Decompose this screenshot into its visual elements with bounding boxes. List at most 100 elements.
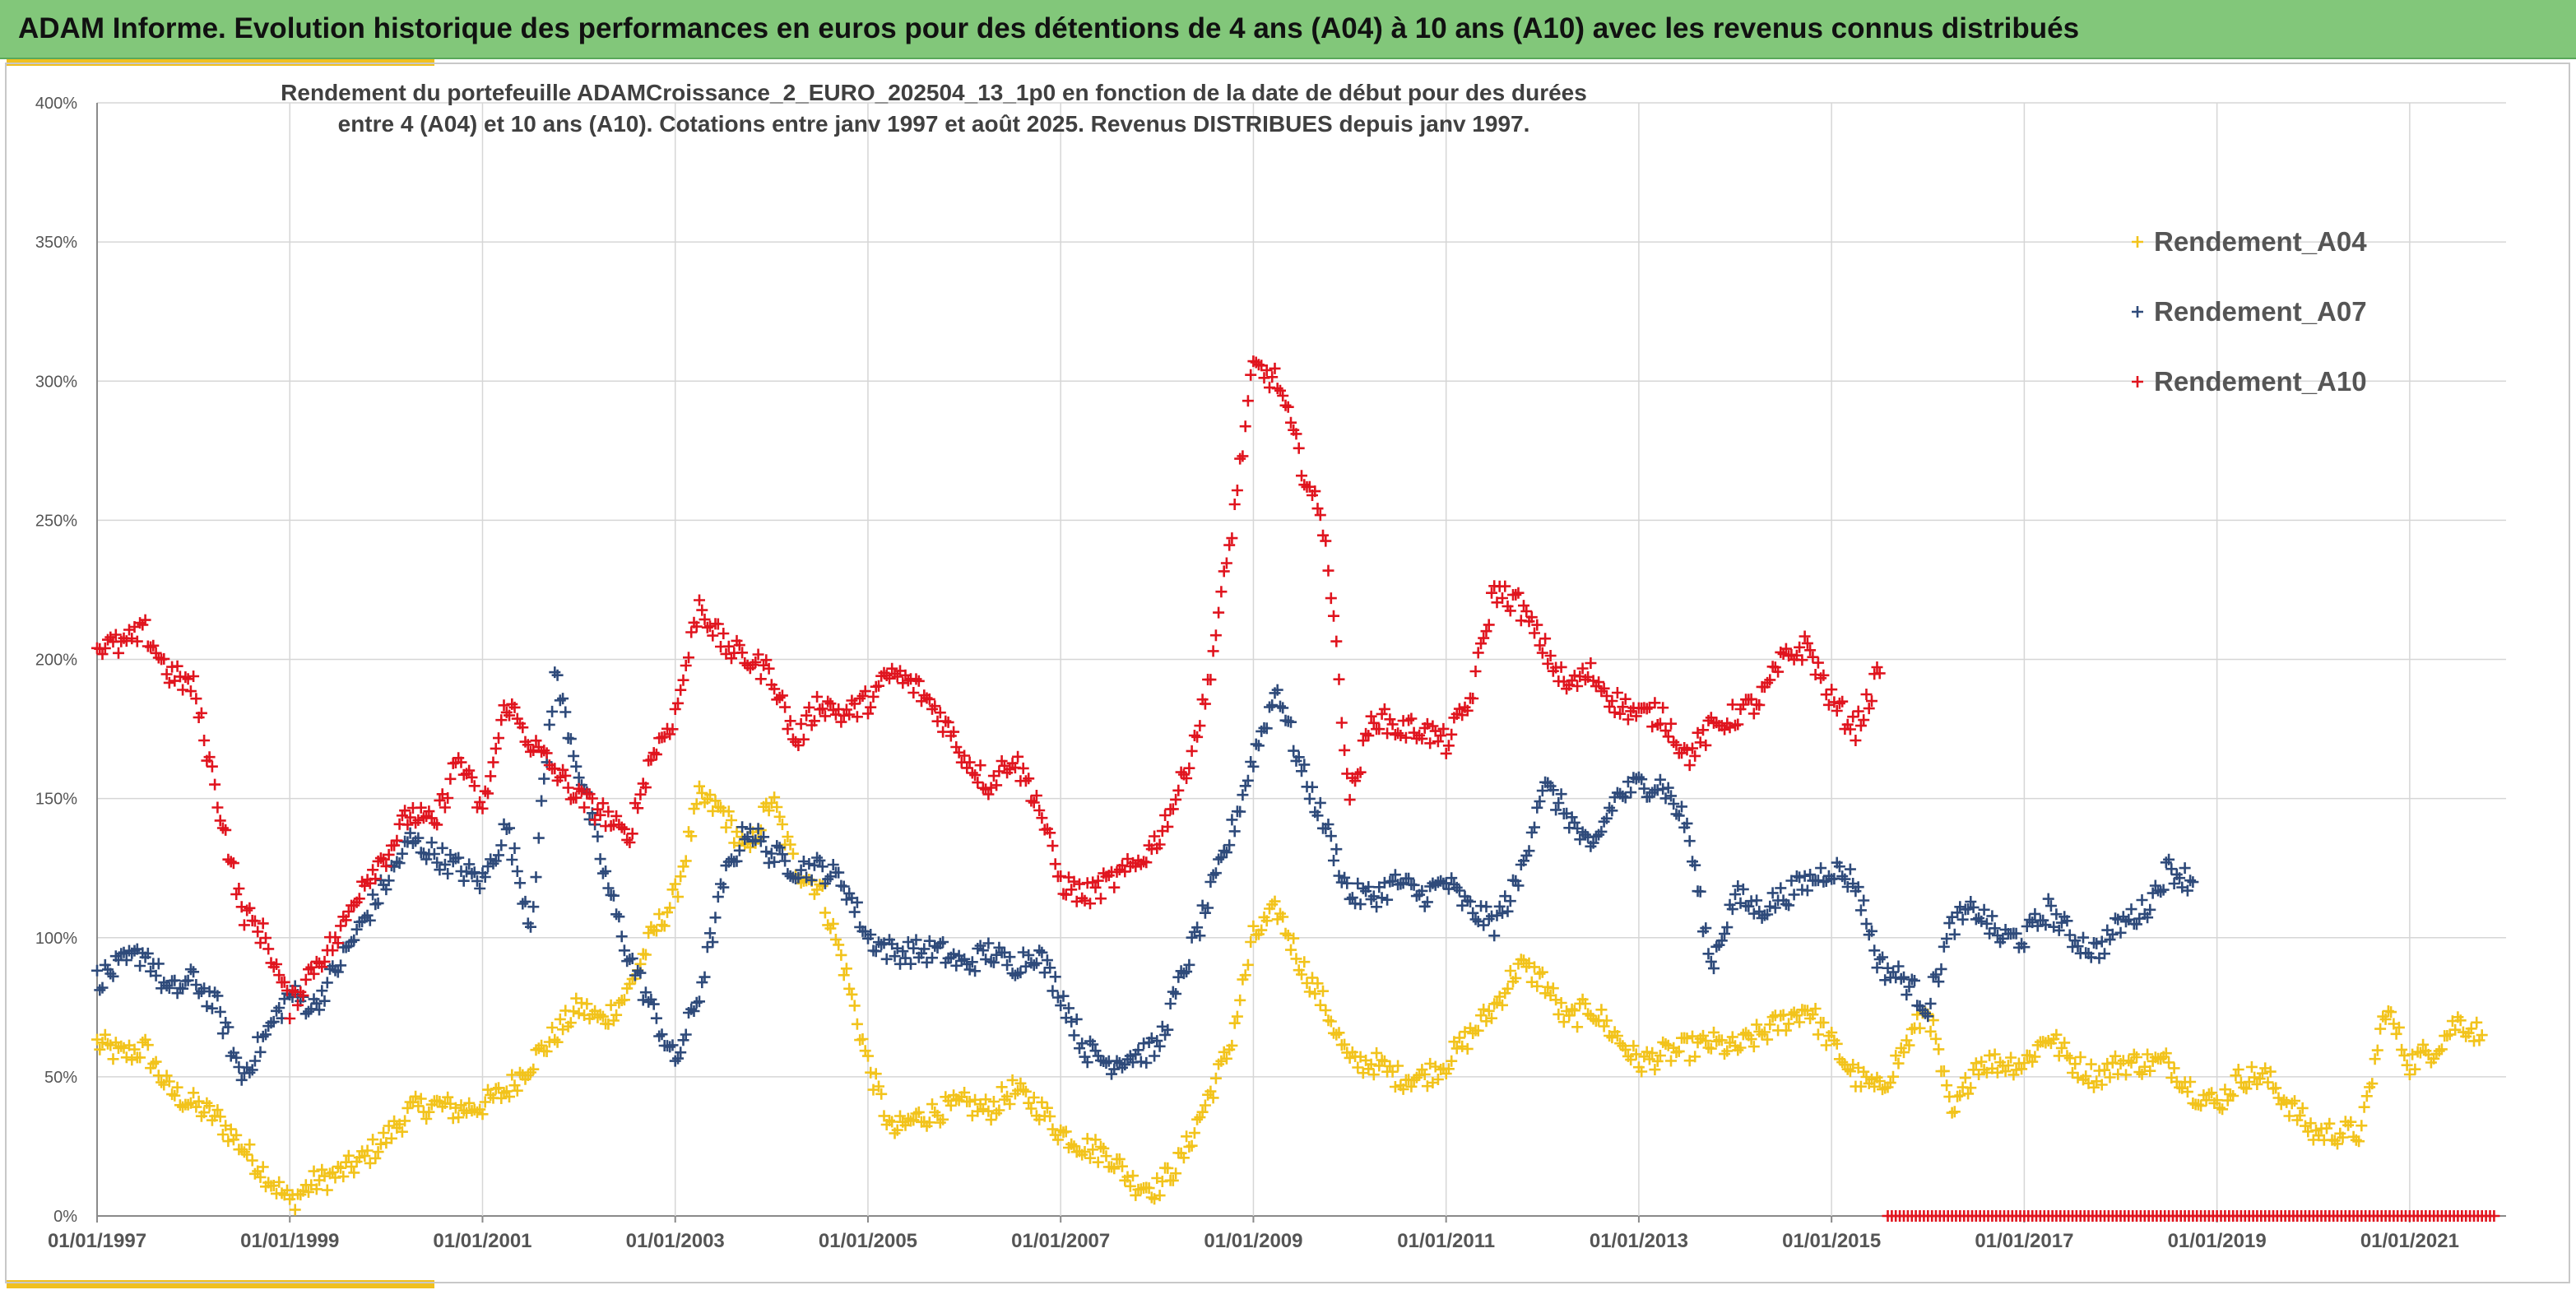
data-point [632, 802, 644, 814]
data-point [1023, 1097, 1035, 1109]
data-point [453, 851, 465, 864]
data-point [1260, 915, 1273, 927]
data-point [332, 966, 344, 978]
data-point [910, 1107, 922, 1120]
data-point [522, 739, 534, 751]
data-point [227, 1046, 239, 1059]
data-point [1890, 1050, 1902, 1062]
data-point [2050, 908, 2063, 921]
data-point [359, 879, 371, 892]
data-point [396, 1125, 408, 1138]
data-point [1948, 928, 1961, 940]
data-point [1309, 485, 1321, 498]
data-point [2488, 1210, 2500, 1222]
data-point [369, 873, 382, 885]
data-point [610, 810, 623, 822]
data-point [624, 837, 636, 848]
data-point [1555, 997, 1567, 1009]
data-point [493, 849, 504, 861]
data-point [776, 689, 788, 702]
data-point [1959, 1072, 1971, 1084]
data-point [2104, 934, 2116, 946]
data-point [1534, 639, 1546, 652]
data-point [318, 1170, 331, 1182]
data-point [1065, 1015, 1078, 1028]
data-point [1839, 873, 1851, 885]
data-point [2063, 1052, 2076, 1065]
data-point [316, 1163, 328, 1176]
data-point [1766, 1011, 1779, 1023]
data-point [1751, 1019, 1763, 1031]
data-point [2366, 1078, 2379, 1090]
data-point [907, 1114, 920, 1126]
x-tick-label: 01/01/1997 [48, 1230, 146, 1252]
data-point [1989, 1048, 2001, 1060]
data-point [1397, 1083, 1409, 1095]
data-point [1162, 1162, 1174, 1174]
data-point [773, 691, 786, 703]
data-point [126, 1054, 138, 1066]
data-point [2147, 887, 2159, 899]
data-point [1668, 736, 1680, 749]
data-point [431, 856, 443, 869]
data-point [880, 953, 893, 965]
data-point [2187, 876, 2199, 889]
data-point [147, 1057, 160, 1070]
data-point [1076, 1037, 1088, 1050]
data-point [1074, 878, 1085, 890]
data-point [1643, 1053, 1655, 1065]
data-point [1743, 900, 1755, 912]
data-point [1461, 704, 1474, 717]
data-point [1378, 703, 1390, 715]
data-point [1392, 1060, 1404, 1072]
data-point [675, 1046, 687, 1059]
data-point [1539, 987, 1552, 1000]
data-point [824, 698, 837, 710]
data-point [485, 770, 497, 782]
data-point [610, 1009, 623, 1021]
data-point [1330, 1028, 1343, 1041]
data-point [1788, 889, 1800, 901]
data-point [2168, 878, 2180, 889]
data-point [1665, 1055, 1677, 1067]
data-point [123, 624, 135, 636]
data-point [1544, 650, 1557, 661]
data-point [776, 819, 788, 830]
data-point [434, 864, 446, 876]
data-point [1486, 587, 1497, 599]
data-point [163, 1075, 175, 1088]
data-point [1186, 1139, 1198, 1152]
data-point [393, 857, 406, 870]
legend-marker [2132, 306, 2143, 318]
data-point [902, 1112, 914, 1125]
data-point [771, 801, 783, 813]
data-point [1790, 1009, 1803, 1022]
data-point [420, 1113, 433, 1125]
data-point [1536, 647, 1548, 659]
data-point [894, 958, 906, 970]
data-point [506, 854, 518, 865]
data-point [816, 880, 828, 892]
data-point [1271, 383, 1283, 395]
data-point [961, 958, 973, 970]
data-point [423, 1106, 435, 1118]
data-point [833, 939, 845, 951]
data-point [1065, 1138, 1078, 1150]
data-point [525, 745, 536, 758]
data-point [961, 762, 973, 774]
data-point [1153, 838, 1166, 851]
data-point [1025, 1102, 1037, 1115]
data-point [1826, 684, 1838, 696]
data-point [945, 1099, 957, 1111]
data-point [244, 1139, 256, 1151]
data-point [374, 1138, 387, 1150]
data-point [1098, 1142, 1110, 1154]
data-point [1475, 1009, 1487, 1022]
data-point [776, 848, 788, 861]
data-point [1646, 721, 1659, 733]
data-point [1954, 1089, 1966, 1102]
data-point [1354, 898, 1367, 911]
data-point [1751, 894, 1763, 907]
data-point [278, 976, 290, 988]
x-tick-label: 01/01/1999 [240, 1230, 339, 1252]
